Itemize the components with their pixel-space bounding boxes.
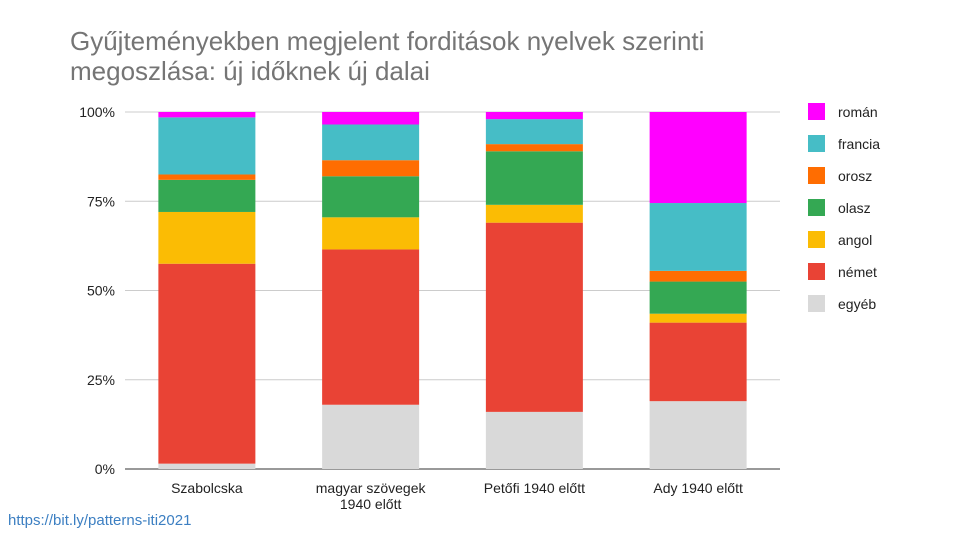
legend-label: román [838,104,878,120]
legend-swatch [808,135,825,152]
bar-segment-orosz [649,270,747,282]
legend-swatch [808,167,825,184]
legend-label: német [838,264,877,280]
bar-segment-orosz [158,174,256,180]
source-link[interactable]: https://bit.ly/patterns-iti2021 [8,512,192,529]
bar-segment-román [322,112,420,125]
legend-swatch [808,231,825,248]
bar-segment-olasz [322,176,420,218]
legend-label: orosz [838,168,872,184]
bar-segment-angol [485,204,583,223]
legend-swatch [808,263,825,280]
bar-segment-egyéb [649,401,747,469]
bar-segment-egyéb [485,411,583,469]
y-tick-label: 0% [95,461,115,477]
y-tick-label: 50% [87,283,115,299]
legend-label: egyéb [838,296,876,312]
bar-segment-francia [322,124,420,161]
chart-title-line-2: megoszlása: új időknek új dalai [70,56,430,86]
bar-segment-angol [158,211,256,264]
bar-segment-orosz [322,160,420,177]
x-tick-label: Ady 1940 előtt [653,480,743,496]
bar-segment-olasz [649,281,747,314]
y-tick-label: 75% [87,193,115,209]
y-tick-label: 100% [79,104,115,120]
bar-segment-francia [649,203,747,271]
legend-swatch [808,199,825,216]
bar-segment-német [322,249,420,405]
bar-segment-egyéb [158,463,256,469]
bar-segment-román [649,112,747,204]
legend-label: olasz [838,200,871,216]
bar-segment-orosz [485,144,583,152]
bar-segment-román [485,112,583,120]
legend-label: francia [838,136,880,152]
x-tick-label: Szabolcska [171,480,243,496]
bar-segment-angol [649,313,747,323]
bar-segment-német [485,222,583,412]
legend-swatch [808,103,825,120]
chart-title-line-1: Gyűjteményekben megjelent forditások nye… [70,26,705,56]
x-tick-label: magyar szövegek [316,480,427,496]
bar-segment-francia [485,119,583,145]
legend-swatch [808,295,825,312]
bar-segment-olasz [158,179,256,212]
x-tick-label: 1940 előtt [340,496,402,512]
bar-segment-francia [158,117,256,175]
chart-title: Gyűjteményekben megjelent forditások nye… [70,26,830,86]
y-tick-label: 25% [87,372,115,388]
bar-segment-angol [322,217,420,250]
legend-label: angol [838,232,872,248]
bar-segment-egyéb [322,404,420,469]
bar-segment-román [158,112,256,118]
bar-segment-német [649,322,747,402]
x-tick-label: Petőfi 1940 előtt [484,480,585,496]
bar-segment-olasz [485,151,583,205]
bar-segment-német [158,263,256,464]
